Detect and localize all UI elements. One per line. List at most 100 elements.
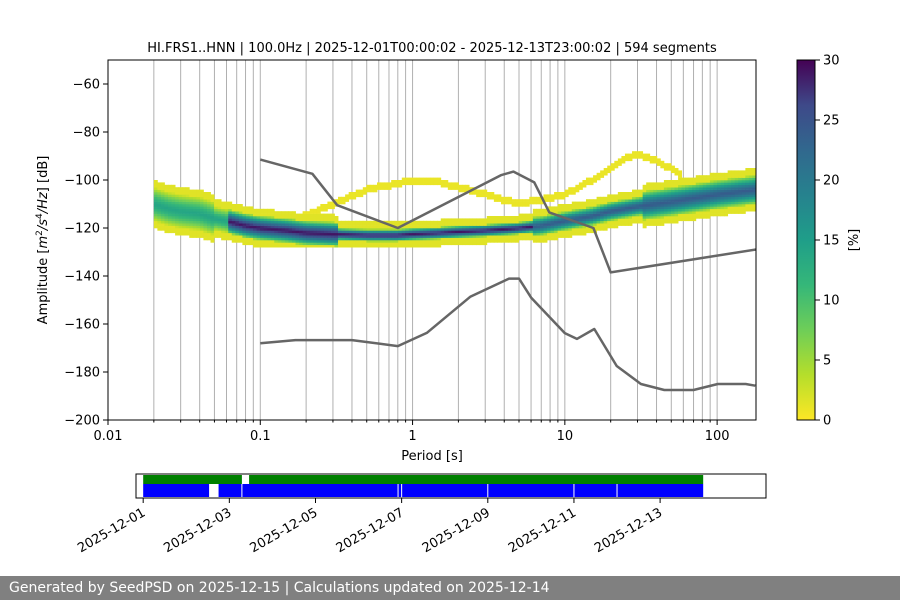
y-tick-label: −60	[73, 78, 100, 93]
heatmap-cell	[734, 192, 739, 195]
heatmap-cell	[437, 240, 442, 243]
heatmap-cell	[366, 189, 371, 193]
heatmap-cell	[398, 228, 403, 231]
heatmap-cell	[306, 218, 311, 222]
chart-title: HI.FRS1..HNN | 100.0Hz | 2025-12-01T00:0…	[147, 41, 717, 56]
heatmap-cell	[635, 151, 640, 154]
heatmap-cell	[554, 225, 559, 229]
heatmap-cell	[394, 235, 399, 238]
heatmap-cell	[554, 232, 559, 236]
heatmap-cell	[635, 196, 640, 200]
heatmap-cell	[323, 244, 328, 248]
heatmap-cell	[656, 160, 661, 164]
heatmap-cell	[313, 230, 318, 234]
heatmap-cell	[359, 192, 364, 195]
heatmap-cell	[582, 218, 587, 222]
heatmap-cell	[185, 232, 190, 236]
heatmap-cell	[274, 242, 279, 246]
heatmap-cell	[192, 196, 197, 200]
heatmap-cell	[585, 218, 590, 222]
heatmap-cell	[649, 220, 654, 224]
heatmap-cell	[401, 242, 406, 246]
heatmap-cell	[695, 194, 700, 198]
heatmap-cell	[717, 189, 721, 193]
heatmap-cell	[469, 235, 474, 238]
heatmap-cell	[196, 213, 201, 217]
heatmap-cell	[656, 163, 661, 166]
heatmap-cell	[270, 244, 275, 248]
heatmap-cell	[600, 199, 605, 202]
heatmap-cell	[231, 228, 236, 231]
heatmap-cell	[412, 182, 417, 186]
heatmap-cell	[376, 232, 381, 236]
heatmap-cell	[628, 206, 633, 210]
heatmap-cell	[380, 242, 385, 246]
heatmap-cell	[529, 196, 534, 200]
heatmap-cell	[685, 196, 690, 200]
heatmap-cell	[260, 208, 265, 212]
heatmap-cell	[582, 230, 587, 234]
heatmap-cell	[284, 235, 289, 238]
heatmap-cell	[221, 201, 226, 205]
heatmap-cell	[369, 184, 374, 188]
heatmap-cell	[199, 196, 204, 200]
heatmap-cell	[476, 225, 481, 229]
heatmap-cell	[210, 206, 215, 210]
heatmap-cell	[316, 223, 321, 226]
heatmap-cell	[511, 225, 516, 229]
heatmap-cell	[373, 220, 378, 224]
heatmap-cell	[497, 223, 502, 226]
heatmap-cell	[260, 232, 265, 236]
heatmap-cell	[688, 218, 693, 222]
heatmap-cell	[649, 199, 654, 202]
heatmap-cell	[362, 220, 367, 224]
heatmap-cell	[706, 211, 711, 214]
heatmap-cell	[642, 184, 647, 188]
heatmap-cell	[628, 199, 633, 202]
heatmap-cell	[603, 199, 608, 202]
heatmap-cell	[391, 230, 396, 234]
heatmap-cell	[153, 192, 158, 195]
heatmap-cell	[642, 199, 647, 202]
heatmap-cell	[575, 204, 580, 207]
heatmap-cell	[426, 242, 431, 246]
heatmap-cell	[678, 216, 683, 219]
heatmap-cell	[670, 184, 675, 188]
heatmap-cell	[706, 208, 711, 212]
heatmap-cell	[369, 230, 374, 234]
heatmap-cell	[387, 232, 392, 236]
heatmap-cell	[345, 242, 350, 246]
heatmap-cell	[217, 230, 222, 234]
heatmap-cell	[157, 206, 162, 210]
heatmap-cell	[734, 201, 739, 205]
heatmap-cell	[387, 225, 392, 229]
heatmap-cell	[699, 194, 704, 198]
heatmap-cell	[490, 232, 495, 236]
heatmap-cell	[238, 223, 243, 226]
heatmap-cell	[253, 240, 257, 243]
heatmap-cell	[376, 228, 381, 231]
heatmap-cell	[437, 220, 442, 224]
heatmap-cell	[554, 218, 559, 222]
heatmap-cell	[695, 184, 700, 188]
heatmap-cell	[454, 237, 459, 241]
heatmap-cell	[444, 180, 449, 183]
heatmap-cell	[189, 223, 194, 226]
heatmap-cell	[309, 244, 314, 248]
heatmap-cell	[678, 187, 683, 190]
heatmap-cell	[639, 192, 644, 195]
heatmap-cell	[674, 170, 679, 174]
heatmap-cell	[500, 232, 505, 236]
heatmap-cell	[362, 230, 367, 234]
heatmap-cell	[160, 204, 165, 207]
heatmap-cell	[702, 216, 707, 219]
y-tick-label: −180	[64, 366, 100, 381]
heatmap-cell	[352, 220, 357, 224]
heatmap-cell	[653, 160, 658, 164]
heatmap-cell	[752, 187, 756, 190]
heatmap-cell	[423, 182, 427, 186]
heatmap-cell	[536, 208, 541, 212]
heatmap-cell	[610, 168, 615, 171]
heatmap-cell	[497, 237, 502, 241]
